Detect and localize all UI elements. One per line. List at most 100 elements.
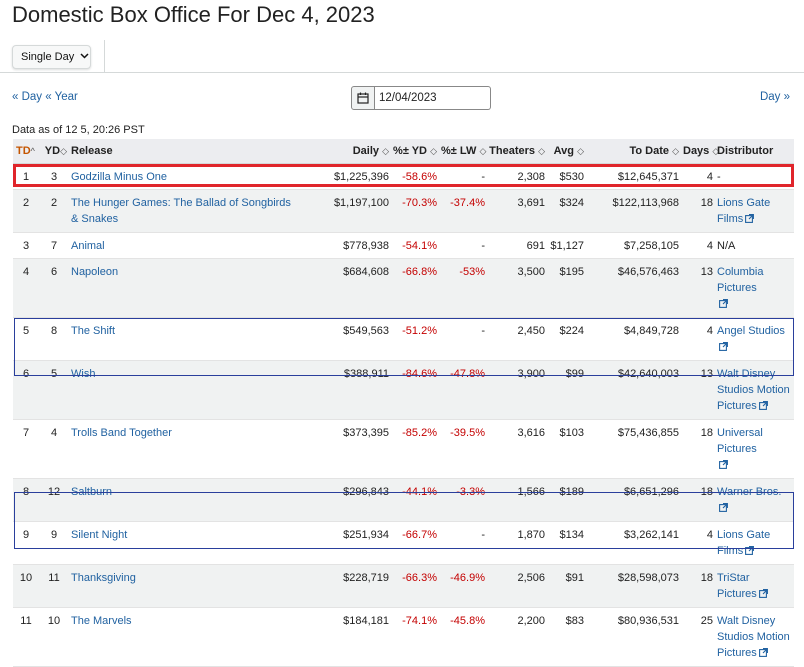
days-in-release: 18: [681, 478, 715, 522]
rank-yesterday: 8: [39, 317, 69, 361]
col-header-days[interactable]: Days ◇: [681, 139, 719, 164]
release-link[interactable]: Godzilla Minus One: [71, 170, 167, 183]
col-header-pct-lw[interactable]: %± LW ◇: [439, 139, 487, 164]
col-header-yd[interactable]: YD◇: [39, 139, 69, 164]
release-link[interactable]: The Shift: [71, 324, 116, 337]
release-cell: The Marvels: [69, 607, 307, 667]
distributor-cell: -: [715, 163, 794, 190]
external-link-icon[interactable]: [719, 297, 728, 313]
pct-change-yd: -51.2%: [391, 317, 439, 361]
daily-gross: $184,181: [307, 607, 391, 667]
distributor-link[interactable]: Lions Gate Films: [717, 528, 771, 557]
next-day-link[interactable]: Day »: [759, 91, 790, 103]
col-header-theaters[interactable]: Theaters ◇: [487, 139, 547, 164]
daily-gross: $1,197,100: [307, 189, 391, 233]
distributor-cell: Universal Pictures: [715, 419, 794, 479]
release-link[interactable]: & Snakes: [71, 212, 119, 225]
days-in-release: 13: [681, 258, 715, 318]
theater-count: 3,691: [487, 189, 547, 233]
days-in-release: 4: [681, 521, 715, 565]
view-mode-value: Single Day: [21, 51, 75, 63]
external-link-icon[interactable]: [745, 544, 755, 560]
distributor-link[interactable]: Pictures: [717, 646, 757, 659]
pct-change-lw: -: [439, 521, 487, 565]
theater-count: 1,870: [487, 521, 547, 565]
distributor-cell: Lions Gate Films: [715, 521, 794, 565]
distributor-link[interactable]: Universal Pictures: [717, 426, 763, 455]
col-header-distributor[interactable]: Distributor: [715, 139, 794, 164]
release-link[interactable]: Wish: [71, 367, 96, 380]
release-link[interactable]: Silent Night: [71, 528, 128, 541]
distributor-link[interactable]: Angel Studios: [717, 324, 785, 337]
release-cell: Godzilla Minus One: [69, 163, 307, 190]
release-link[interactable]: Napoleon: [71, 265, 119, 278]
release-cell: Silent Night: [69, 521, 307, 565]
distributor-link[interactable]: Columbia Pictures: [717, 265, 764, 294]
rank-today: 3: [13, 232, 39, 259]
total-gross: $75,436,855: [586, 419, 681, 479]
avg-gross: $1,127: [547, 232, 586, 259]
rank-today: 7: [13, 419, 39, 479]
pct-change-yd: -66.8%: [391, 258, 439, 318]
date-nav-prev: « Day « Year: [12, 91, 78, 103]
distributor-link[interactable]: Walt Disney: [717, 367, 776, 380]
col-header-avg[interactable]: Avg ◇: [547, 139, 586, 164]
days-in-release: 25: [681, 607, 715, 667]
theater-count: 3,616: [487, 419, 547, 479]
pct-change-yd: -54.1%: [391, 232, 439, 259]
table-row: 5 8 The Shift $549,563 -51.2% -2,450 $224 $4,84…: [13, 317, 794, 361]
release-link[interactable]: The Marvels: [71, 614, 132, 627]
distributor-link[interactable]: Pictures: [717, 399, 757, 412]
external-link-icon[interactable]: [758, 646, 768, 662]
release-cell: Saltburn: [69, 478, 307, 522]
daily-gross: $251,934: [307, 521, 391, 565]
col-header-daily[interactable]: Daily ◇: [307, 139, 391, 164]
external-link-icon[interactable]: [758, 399, 768, 415]
distributor-link[interactable]: TriStar Pictures: [717, 571, 757, 600]
pct-change-yd: -85.2%: [391, 419, 439, 479]
distributor-link[interactable]: Walt Disney: [717, 614, 776, 627]
daily-gross: $549,563: [307, 317, 391, 361]
external-link-icon[interactable]: [758, 587, 768, 603]
col-header-to-date[interactable]: To Date ◇: [586, 139, 681, 164]
pct-change-lw: -37.4%: [439, 189, 487, 233]
calendar-button[interactable]: [351, 86, 375, 110]
release-link[interactable]: Animal: [71, 239, 105, 252]
view-mode-select[interactable]: Single Day: [12, 45, 91, 69]
rank-today: 2: [13, 189, 39, 233]
release-link[interactable]: Saltburn: [71, 485, 112, 498]
rank-yesterday: 12: [39, 478, 69, 522]
prev-year-link[interactable]: « Year: [45, 91, 78, 103]
external-link-icon[interactable]: [719, 340, 728, 356]
rank-yesterday: 2: [39, 189, 69, 233]
daily-gross: $684,608: [307, 258, 391, 318]
days-in-release: 4: [681, 232, 715, 259]
distributor-link[interactable]: Warner Bros.: [717, 485, 782, 498]
table-row: 10 11 Thanksgiving $228,719 -66.3% -46.9% 2,50…: [13, 564, 794, 608]
col-header-pct-yd[interactable]: %± YD ◇: [391, 139, 439, 164]
total-gross: $4,849,728: [586, 317, 681, 361]
pct-change-yd: -58.6%: [391, 163, 439, 190]
chevron-down-icon: [80, 52, 89, 62]
release-cell: The Hunger Games: The Ballad of Songbird…: [69, 189, 307, 233]
distributor-link[interactable]: Studios Motion: [717, 383, 790, 396]
external-link-icon[interactable]: [719, 501, 728, 517]
prev-day-link[interactable]: « Day: [12, 91, 43, 103]
daily-gross: $228,719: [307, 564, 391, 608]
distributor-cell: Walt Disney Studios Motion Pictures: [715, 607, 794, 667]
col-header-release[interactable]: Release: [69, 139, 307, 164]
distributor-link[interactable]: Studios Motion: [717, 630, 790, 643]
external-link-icon[interactable]: [745, 212, 755, 228]
distributor-link[interactable]: Lions Gate Films: [717, 196, 771, 225]
release-link[interactable]: Thanksgiving: [71, 571, 136, 584]
total-gross: $7,258,105: [586, 232, 681, 259]
rank-yesterday: 10: [39, 607, 69, 667]
external-link-icon[interactable]: [719, 458, 728, 474]
days-in-release: 4: [681, 163, 715, 190]
release-link[interactable]: The Hunger Games: The Ballad of Songbird…: [71, 196, 291, 209]
date-input[interactable]: [375, 86, 491, 110]
rank-yesterday: 6: [39, 258, 69, 318]
col-header-td[interactable]: TD^: [13, 139, 39, 164]
release-link[interactable]: Trolls Band Together: [71, 426, 172, 439]
table-row: 9 9 Silent Night $251,934 -66.7% -1,870 $134 $3…: [13, 521, 794, 565]
